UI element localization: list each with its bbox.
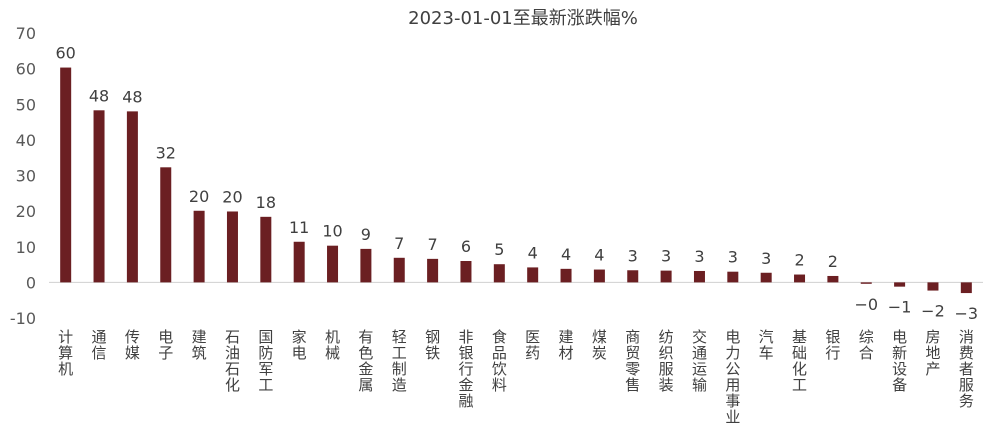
category-label: 食品饮料: [492, 328, 507, 394]
bar: [693, 270, 705, 283]
data-label: −0: [854, 295, 878, 314]
y-tick-label: 70: [16, 24, 36, 43]
category-label: 商贸零售: [625, 328, 640, 394]
category-label: 电子: [158, 328, 173, 362]
category-label: 家电: [292, 328, 307, 362]
category-label: 机械: [325, 328, 340, 362]
data-label: 5: [494, 240, 504, 259]
data-label: 20: [222, 187, 242, 206]
data-label: 4: [561, 245, 571, 264]
category-label: 电力公用事业: [725, 328, 740, 426]
data-label: 60: [55, 44, 75, 63]
bar: [360, 248, 372, 283]
data-label: 3: [761, 249, 771, 268]
bar: [827, 275, 839, 283]
category-label: 纺织服装: [659, 328, 674, 394]
data-label: −1: [888, 298, 912, 317]
y-tick-label: 0: [26, 273, 36, 292]
bar: [894, 282, 906, 287]
data-label: 10: [322, 222, 342, 241]
y-tick-label: 20: [16, 202, 36, 221]
chart-title: 2023-01-01至最新涨跌幅%: [408, 8, 638, 29]
data-label: 48: [89, 86, 109, 105]
bar: [560, 268, 572, 283]
category-label: 建材: [559, 328, 574, 362]
bar: [527, 267, 539, 283]
category-label: 计算机: [58, 328, 73, 378]
category-label: 传媒: [125, 328, 140, 362]
bar: [960, 282, 972, 294]
bars: [60, 67, 972, 294]
data-label: 9: [361, 225, 371, 244]
data-label: 7: [428, 235, 438, 254]
category-label: 综合: [859, 328, 874, 362]
data-label: 18: [256, 193, 276, 212]
bar: [327, 245, 339, 283]
category-label: 基础化工: [792, 328, 807, 394]
data-label: 7: [394, 234, 404, 253]
data-label: 4: [594, 246, 604, 265]
bar: [193, 210, 205, 283]
bar: [593, 269, 605, 283]
category-label: 房地产: [925, 328, 940, 378]
bar: [293, 241, 305, 283]
bar: [126, 111, 138, 283]
category-label: 通信: [92, 328, 107, 362]
data-label: −3: [955, 304, 979, 323]
data-label: 11: [289, 218, 309, 237]
category-label: 国防军工: [258, 328, 273, 394]
category-label: 建筑: [192, 328, 207, 362]
y-tick-label: 60: [16, 60, 36, 79]
data-label: 32: [156, 143, 176, 162]
bar: [760, 272, 772, 283]
bar: [93, 110, 105, 283]
bar: [160, 167, 172, 283]
data-label: 6: [461, 237, 471, 256]
bar: [460, 261, 472, 283]
data-label: 3: [661, 247, 671, 266]
category-label: 有色金属: [358, 328, 373, 394]
bar: [393, 257, 405, 283]
category-label: 非银行金融: [458, 328, 473, 410]
y-tick-label: 10: [16, 238, 36, 257]
bar: [927, 282, 939, 291]
category-label: 煤炭: [592, 328, 607, 362]
category-label: 石油石化: [225, 328, 240, 394]
data-label: 3: [694, 247, 704, 266]
bar: [727, 271, 739, 283]
category-label: 交通运输: [692, 328, 707, 394]
data-label: 2: [828, 252, 838, 271]
data-label: 3: [728, 248, 738, 267]
bar: [226, 211, 238, 283]
category-label: 消费者服务: [959, 328, 974, 410]
data-label: 3: [628, 246, 638, 265]
y-tick-label: 30: [16, 167, 36, 186]
y-tick-label: 50: [16, 95, 36, 114]
bar: [794, 274, 806, 283]
bar: [493, 264, 505, 283]
bar: [260, 216, 272, 283]
bar: [60, 67, 72, 283]
bar: [860, 282, 872, 284]
bar: [627, 270, 639, 283]
category-label: 银行: [825, 328, 840, 362]
category-label: 钢铁: [425, 328, 440, 362]
category-label: 轻工制造: [392, 328, 407, 394]
data-label: 20: [189, 187, 209, 206]
data-label: 2: [794, 251, 804, 270]
y-tick-label: 40: [16, 131, 36, 150]
data-label: 4: [528, 243, 538, 262]
bar: [427, 258, 439, 283]
category-label: 汽车: [759, 328, 774, 362]
data-label: −2: [921, 302, 945, 321]
y-tick-label: -10: [10, 309, 36, 328]
bar: [660, 270, 672, 283]
data-label: 48: [122, 87, 142, 106]
category-label: 医药: [525, 328, 540, 362]
y-axis: -10 0 10 20 30 40 50 60 70: [10, 24, 983, 328]
category-label: 电新设备: [892, 328, 907, 394]
